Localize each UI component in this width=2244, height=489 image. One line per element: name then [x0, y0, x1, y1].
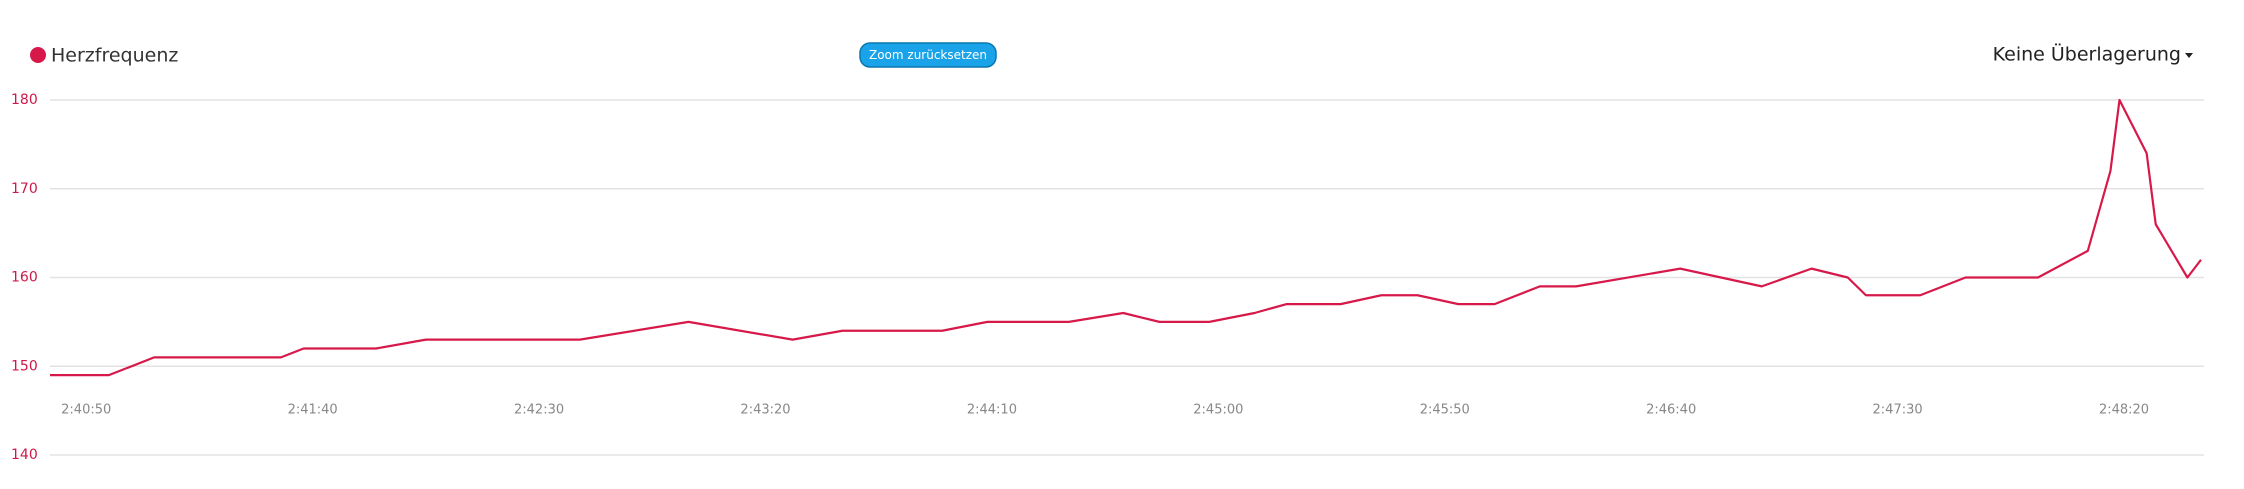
x-tick-label: 2:46:40 — [1646, 403, 1696, 418]
reset-zoom-button[interactable]: Zoom zurücksetzen — [859, 42, 997, 68]
y-tick-label: 170 — [11, 181, 38, 197]
x-tick-label: 2:45:00 — [1193, 403, 1243, 418]
x-tick-label: 2:47:30 — [1873, 403, 1923, 418]
legend-label: Herzfrequenz — [51, 45, 178, 67]
legend-marker — [30, 47, 46, 63]
dropdown-arrow[interactable] — [2185, 53, 2193, 58]
button-label[interactable]: Zoom zurücksetzen — [869, 48, 987, 62]
dropdown-label[interactable]: Keine Überlagerung — [1993, 43, 2181, 66]
x-tick-label: 2:43:20 — [740, 403, 790, 418]
x-tick-label: 2:42:30 — [514, 403, 564, 418]
line-series — [50, 98, 2202, 377]
x-tick-label: 2:44:10 — [967, 403, 1017, 418]
x-tick-label: 2:48:20 — [2099, 403, 2149, 418]
y-tick-label: 180 — [11, 92, 38, 108]
y-tick-label: 140 — [11, 447, 38, 463]
x-tick-label: 2:41:40 — [288, 403, 338, 418]
y-tick-label: 160 — [11, 270, 38, 286]
button-bg[interactable] — [859, 42, 997, 68]
overlay-dropdown[interactable]: Keine Überlagerung — [1993, 43, 2193, 66]
y-tick-label: 150 — [11, 358, 38, 374]
x-tick-label: 2:45:50 — [1420, 403, 1470, 418]
x-tick-label: 2:40:50 — [61, 403, 111, 418]
